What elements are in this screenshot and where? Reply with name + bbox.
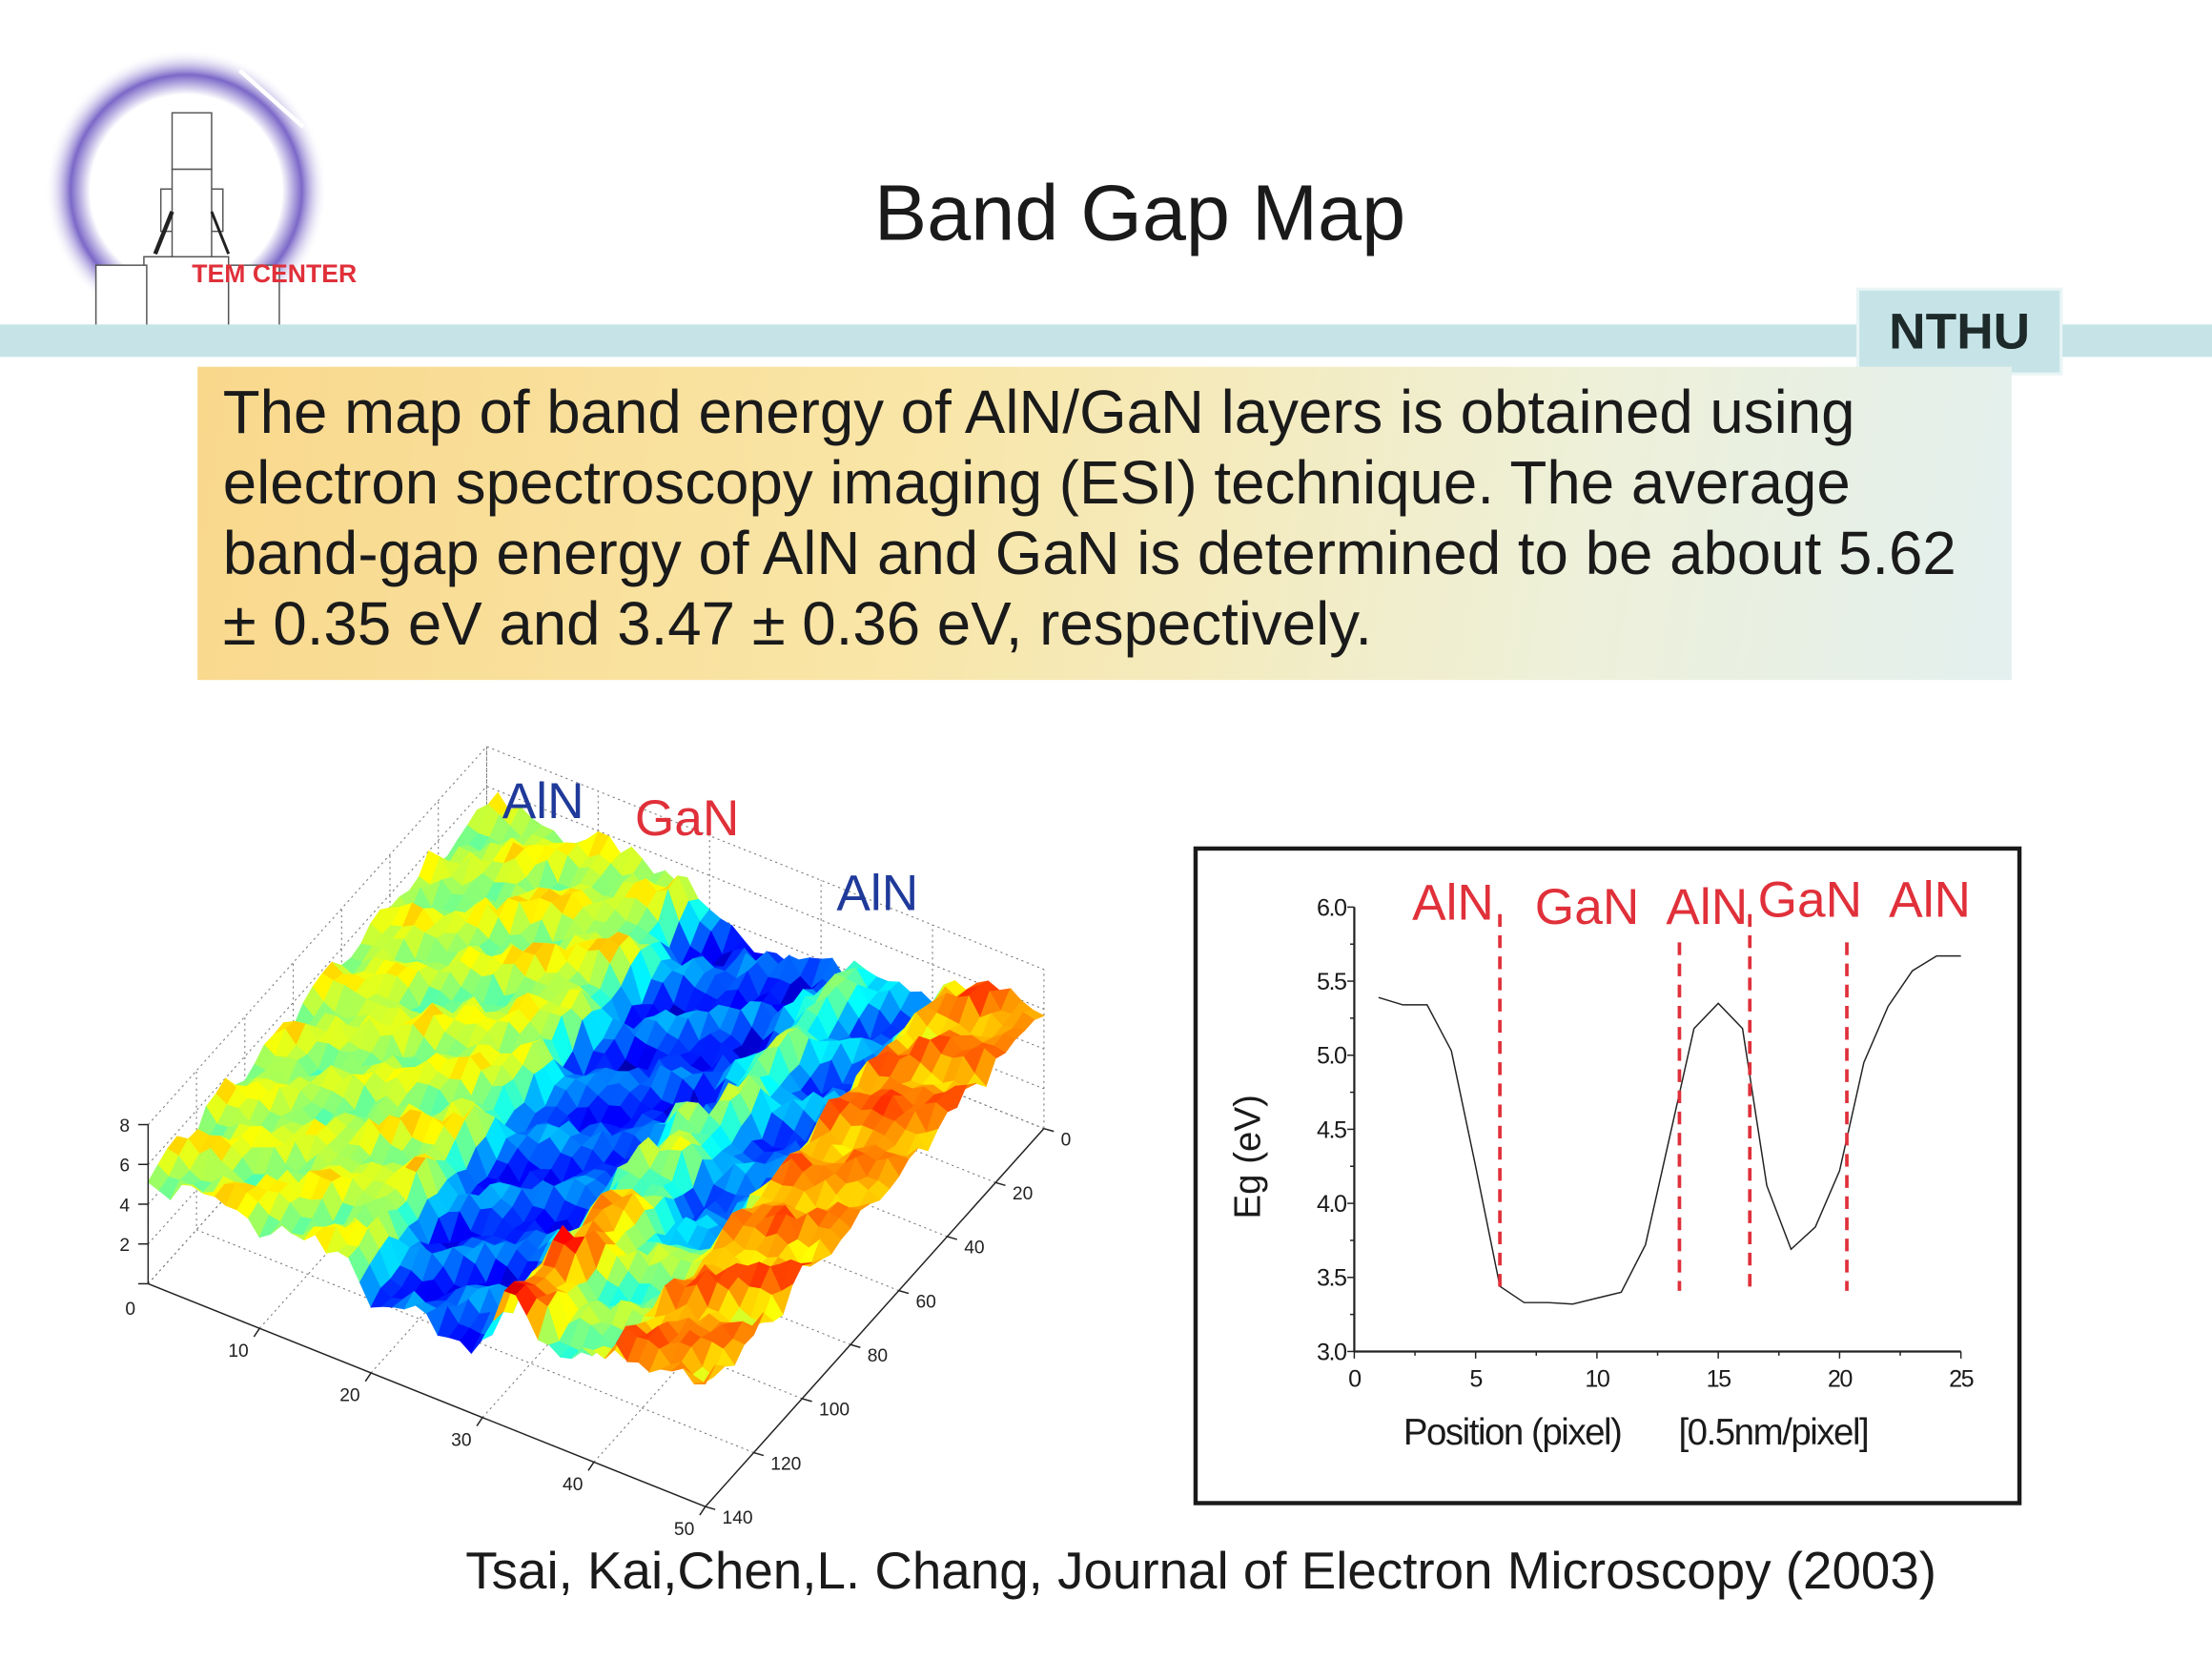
y-tick-label: 4.5 xyxy=(1317,1116,1346,1143)
y-tick-label: 40 xyxy=(964,1239,984,1259)
surface-annotation-aln-2: AlN xyxy=(836,865,918,921)
y-axis-line xyxy=(705,1128,1045,1507)
x-tick-label: 10 xyxy=(1585,1365,1609,1392)
region-label-aln: AlN xyxy=(1889,872,1971,929)
y-tick xyxy=(753,1451,765,1457)
y-tick xyxy=(947,1236,958,1240)
y-tick-label: 3.5 xyxy=(1317,1265,1346,1292)
y-tick xyxy=(802,1398,812,1403)
x-tick xyxy=(253,1327,260,1338)
x-axis-line xyxy=(148,1282,707,1507)
x-tick-label: 20 xyxy=(1828,1365,1853,1392)
y-tick xyxy=(850,1343,861,1348)
y-tick-label: 4.0 xyxy=(1317,1191,1346,1218)
y-axis-label: Eg (eV) xyxy=(1227,1095,1268,1219)
x-tick-label: 15 xyxy=(1707,1365,1731,1392)
x-axis-label: Position (pixel) xyxy=(1403,1412,1622,1453)
z-tick-label: 0 xyxy=(125,1300,135,1320)
grid-line xyxy=(195,1070,754,1454)
x-tick-label: 25 xyxy=(1949,1365,1974,1392)
surface-axes: 10 20 30 40 50 0 20 40 60 80 100 120 140 0 2 4 6 8 xyxy=(119,1116,1071,1538)
x-tick xyxy=(476,1417,483,1426)
z-tick-label: 4 xyxy=(119,1196,130,1216)
y-tick xyxy=(1043,1127,1055,1133)
surface-annotation-gan: GaN xyxy=(635,790,740,847)
y-tick-label: 20 xyxy=(1013,1184,1033,1204)
region-label-gan: GaN xyxy=(1758,872,1862,929)
x-tick-label: 10 xyxy=(228,1342,248,1362)
y-tick-label: 100 xyxy=(819,1401,850,1421)
z-tick-label: 6 xyxy=(119,1157,130,1177)
logo-text: TEM CENTER xyxy=(192,259,357,288)
y-tick xyxy=(994,1181,1006,1186)
x-tick-label: 5 xyxy=(1469,1365,1482,1392)
x-tick-label: 40 xyxy=(563,1475,583,1495)
band-gap-surface-plot: 10 20 30 40 50 0 20 40 60 80 100 120 140 0 2 4 6 8 AlN Ga… xyxy=(119,746,1071,1538)
x-tick-label: 20 xyxy=(339,1386,359,1406)
x-tick-label: 0 xyxy=(1348,1365,1361,1392)
z-tick-label: 8 xyxy=(119,1116,130,1137)
surface-annotation-aln-1: AlN xyxy=(502,773,584,830)
y-tick xyxy=(705,1505,716,1510)
y-tick-label: 140 xyxy=(723,1508,753,1528)
y-tick-label: 80 xyxy=(868,1346,888,1366)
y-tick xyxy=(898,1289,910,1295)
x-axis-unit-label: [0.5nm/pixel] xyxy=(1678,1412,1868,1453)
surface-facet xyxy=(694,1364,716,1385)
page-title: Band Gap Map xyxy=(873,168,1406,257)
y-tick-label: 120 xyxy=(770,1454,801,1474)
description-box: The map of band energy of AlN/GaN layers… xyxy=(197,366,2012,681)
header-divider-band xyxy=(0,324,2212,358)
citation: Tsai, Kai,Chen,L. Chang, Journal of Elec… xyxy=(465,1542,1937,1600)
x-tick-label: 50 xyxy=(674,1520,694,1538)
region-label-aln: AlN xyxy=(1666,879,1748,935)
x-tick xyxy=(699,1505,707,1516)
region-label-aln: AlN xyxy=(1412,875,1494,932)
band-gap-profile-chart-frame xyxy=(1193,846,2022,1505)
y-tick-label: 60 xyxy=(915,1292,935,1312)
y-tick-label: 5.5 xyxy=(1317,969,1346,995)
x-tick xyxy=(587,1462,595,1471)
nthu-badge: NTHU xyxy=(1856,287,2063,376)
y-tick-label: 0 xyxy=(1061,1130,1072,1150)
z-tick-label: 2 xyxy=(119,1236,130,1256)
y-tick-label: 3.0 xyxy=(1317,1339,1346,1365)
region-label-gan: GaN xyxy=(1535,879,1640,935)
x-tick-label: 30 xyxy=(451,1430,471,1450)
y-tick-label: 5.0 xyxy=(1317,1043,1346,1070)
x-tick xyxy=(364,1372,372,1382)
series-line-eg xyxy=(1378,954,1961,1305)
description-text: The map of band energy of AlN/GaN layers… xyxy=(222,379,1956,659)
y-tick-label: 6.0 xyxy=(1317,894,1346,921)
surface-facets xyxy=(147,791,1045,1385)
